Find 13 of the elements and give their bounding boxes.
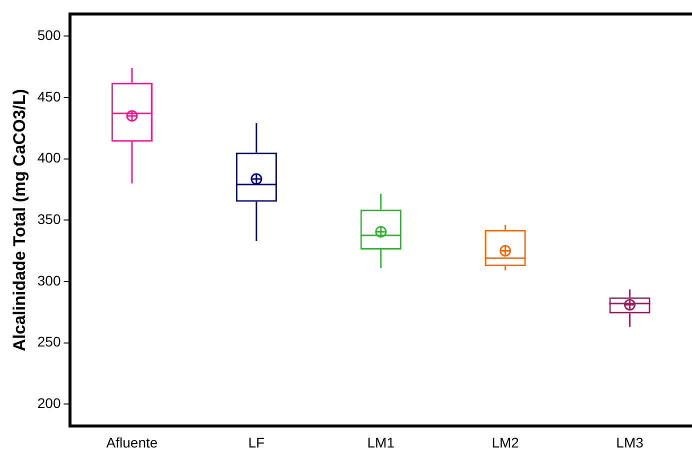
x-tick-label: LM1 [367, 434, 395, 450]
y-tick-label: 200 [37, 394, 61, 411]
y-tick-label: 500 [37, 26, 61, 43]
y-tick-label: 250 [37, 334, 61, 350]
y-tick-label: 350 [37, 210, 61, 227]
x-tick-label: LM2 [492, 434, 520, 450]
x-tick-label: LF [248, 434, 265, 450]
y-axis-title: Alcalinidade Total (mg CaCO3/L) [10, 88, 29, 352]
x-tick-label: LM3 [616, 434, 644, 450]
x-tick-label: Afluente [106, 434, 158, 450]
y-tick-label: 400 [37, 150, 61, 166]
y-tick-label: 450 [37, 88, 61, 104]
y-tick-label: 300 [37, 272, 61, 288]
